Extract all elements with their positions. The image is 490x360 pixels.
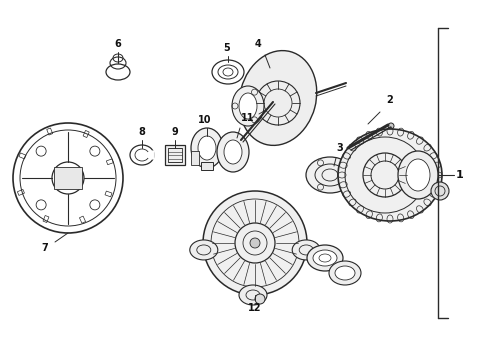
Circle shape <box>431 182 449 200</box>
Bar <box>43 216 49 222</box>
Ellipse shape <box>335 266 355 280</box>
Ellipse shape <box>406 159 430 191</box>
Bar <box>168 148 182 162</box>
Bar <box>17 189 24 195</box>
Bar <box>201 162 213 170</box>
Text: 4: 4 <box>255 39 261 49</box>
Text: 3: 3 <box>337 143 343 153</box>
Text: 11: 11 <box>241 113 255 123</box>
Ellipse shape <box>329 261 361 285</box>
Ellipse shape <box>292 240 320 260</box>
Text: 6: 6 <box>115 39 122 49</box>
Text: 8: 8 <box>139 127 146 137</box>
Text: 7: 7 <box>42 243 49 253</box>
Text: 10: 10 <box>198 115 212 125</box>
Ellipse shape <box>239 93 257 119</box>
Circle shape <box>388 123 394 129</box>
Circle shape <box>203 191 307 295</box>
Bar <box>54 167 82 189</box>
Text: 1: 1 <box>456 170 464 180</box>
Ellipse shape <box>190 240 218 260</box>
Ellipse shape <box>191 128 223 168</box>
Bar <box>105 191 112 197</box>
Wedge shape <box>142 151 154 159</box>
Text: 5: 5 <box>223 43 230 53</box>
Ellipse shape <box>198 136 216 160</box>
Text: 9: 9 <box>172 127 178 137</box>
Circle shape <box>250 238 260 248</box>
Bar <box>83 130 89 138</box>
Bar <box>19 153 26 159</box>
Ellipse shape <box>217 132 249 172</box>
Bar <box>106 159 113 165</box>
Ellipse shape <box>313 250 337 266</box>
Ellipse shape <box>307 245 343 271</box>
Ellipse shape <box>239 285 267 305</box>
Ellipse shape <box>232 86 264 126</box>
Circle shape <box>255 294 265 304</box>
Ellipse shape <box>398 151 438 199</box>
Ellipse shape <box>338 129 442 221</box>
Ellipse shape <box>306 157 354 193</box>
Bar <box>165 145 185 165</box>
Bar <box>47 128 52 135</box>
Ellipse shape <box>224 140 242 164</box>
Ellipse shape <box>239 51 317 145</box>
Text: 2: 2 <box>387 95 393 105</box>
Bar <box>191 151 199 165</box>
Text: 12: 12 <box>248 303 262 313</box>
Bar <box>79 216 86 223</box>
